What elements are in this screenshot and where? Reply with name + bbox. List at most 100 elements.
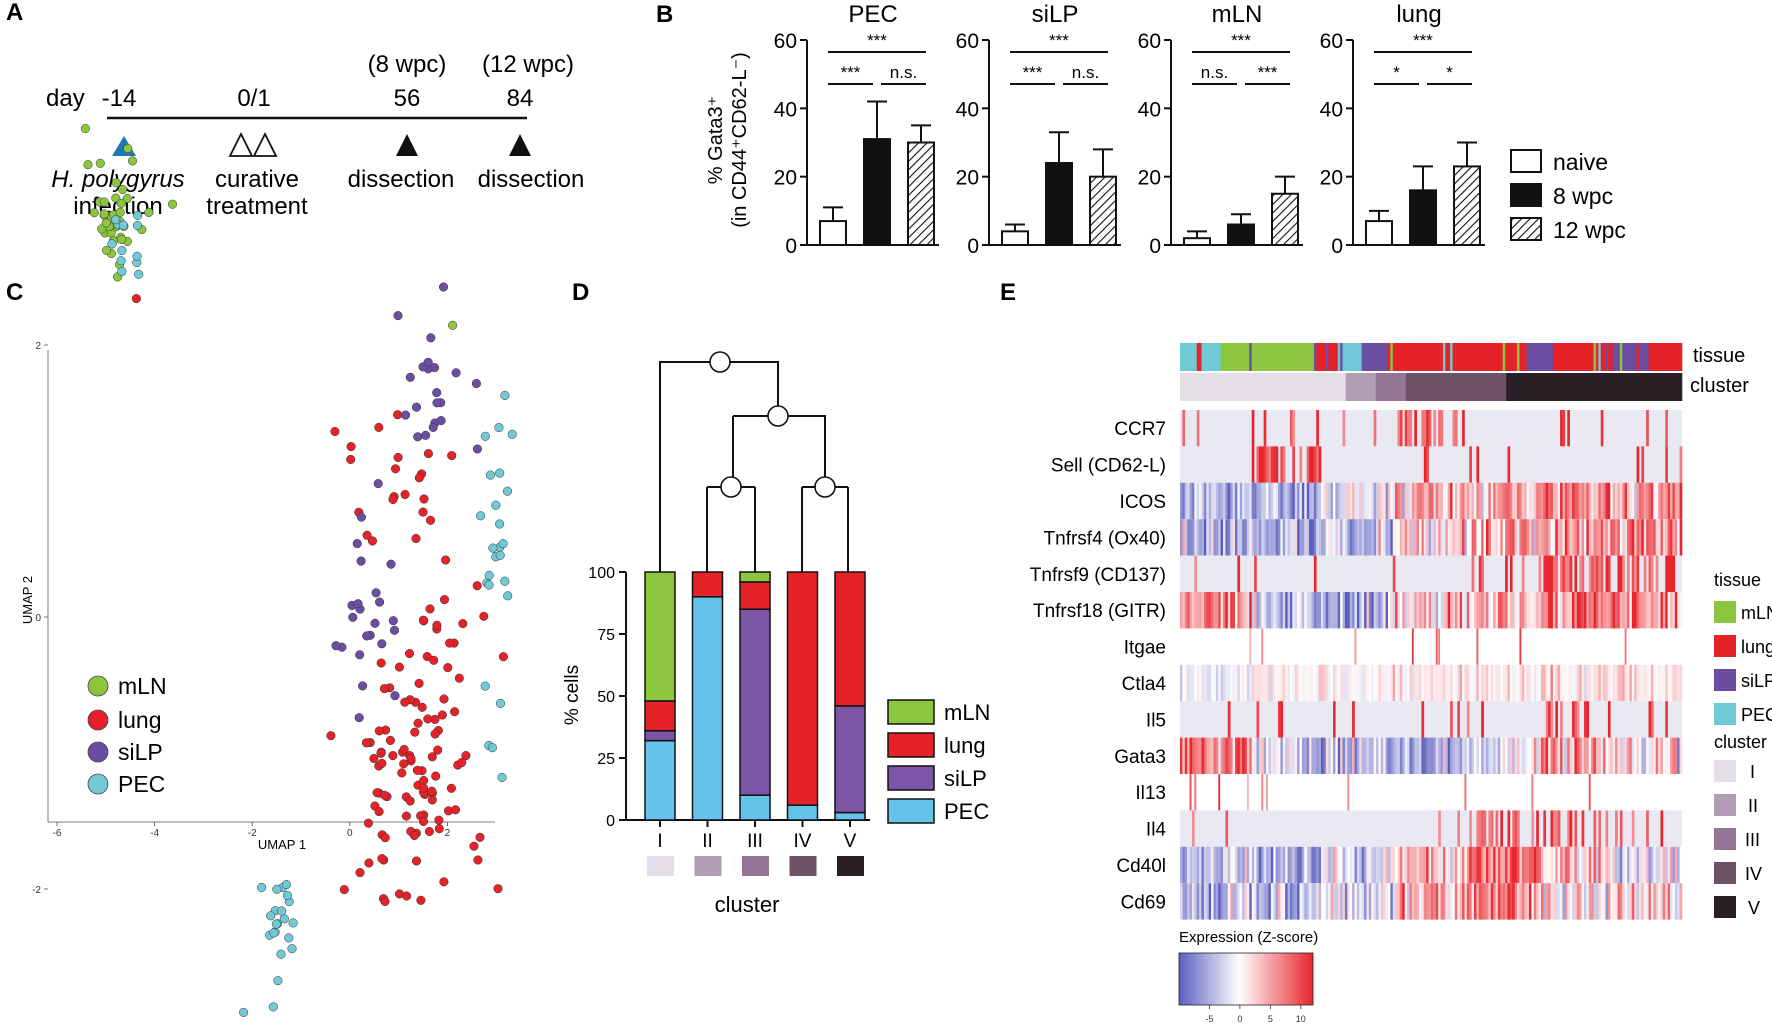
tissue-annotation-cell bbox=[1653, 343, 1656, 371]
umap-point-pec bbox=[257, 882, 267, 892]
heatmap-cell bbox=[1583, 701, 1587, 738]
heatmap-cell bbox=[1182, 482, 1186, 520]
heatmap-cell bbox=[1648, 737, 1652, 774]
umap-point-pec bbox=[281, 880, 291, 890]
heatmap-cell bbox=[1263, 519, 1267, 556]
heatmap-cell bbox=[1605, 846, 1609, 884]
heatmap-cell bbox=[1646, 592, 1649, 629]
heatmap-cell bbox=[1464, 737, 1468, 774]
heatmap-cell bbox=[1574, 737, 1578, 774]
umap-point-pec bbox=[491, 500, 501, 510]
heatmap-cell bbox=[1309, 446, 1312, 483]
y-tick-label: 0 bbox=[1331, 235, 1343, 258]
heatmap-cell bbox=[1208, 664, 1212, 702]
heatmap-cell bbox=[1234, 664, 1238, 702]
tissue-annotation-cell bbox=[1416, 343, 1420, 371]
heatmap-cell bbox=[1519, 592, 1523, 629]
tissue-annotation-cell bbox=[1531, 343, 1535, 371]
umap-point-lung bbox=[431, 771, 441, 781]
heatmap-cell bbox=[1595, 519, 1599, 556]
heatmap-cell bbox=[1598, 519, 1602, 556]
heatmap-cell bbox=[1583, 883, 1587, 920]
umap-point-silp bbox=[362, 631, 372, 641]
heatmap-cell bbox=[1230, 482, 1233, 520]
heatmap-cell bbox=[1191, 810, 1195, 847]
heatmap-cell bbox=[1330, 592, 1334, 629]
umap-point-lung bbox=[410, 727, 420, 737]
tissue-annotation-cell bbox=[1442, 343, 1446, 371]
tissue-annotation-cell bbox=[1256, 343, 1260, 371]
heatmap-cell bbox=[1349, 883, 1353, 920]
umap-point-lung bbox=[433, 745, 443, 755]
panel-letter-a: A bbox=[6, 0, 23, 26]
legend-mln-label: mLN bbox=[944, 700, 990, 725]
umap-point-lung bbox=[380, 833, 390, 843]
heatmap-cell bbox=[1182, 592, 1186, 629]
heatmap-cell bbox=[1564, 592, 1568, 629]
heatmap-cell bbox=[1184, 482, 1188, 520]
heatmap-cell bbox=[1591, 664, 1594, 702]
heatmap-cell bbox=[1605, 664, 1609, 702]
heatmap-cell bbox=[1483, 592, 1487, 629]
significance-label: *** bbox=[1413, 31, 1433, 50]
y-tick-label: 0 bbox=[35, 613, 41, 624]
heatmap-cell bbox=[1421, 664, 1425, 702]
umap-point-lung bbox=[454, 673, 464, 683]
heatmap-cell bbox=[1655, 737, 1659, 774]
heatmap-cell bbox=[1438, 810, 1441, 847]
heatmap-cell bbox=[1442, 592, 1446, 629]
tissue-annotation-cell bbox=[1232, 343, 1236, 371]
heatmap-cell bbox=[1266, 519, 1269, 556]
tissue-annotation-cell bbox=[1495, 343, 1499, 371]
heatmap-cell bbox=[1493, 664, 1496, 702]
heatmap-cell bbox=[1218, 737, 1221, 774]
legend-lung-label: lung bbox=[118, 707, 161, 733]
heatmap-cell bbox=[1548, 737, 1551, 774]
heatmap-cell bbox=[1562, 592, 1566, 629]
heatmap-cell bbox=[1292, 846, 1296, 884]
heatmap-cell bbox=[1548, 846, 1551, 884]
heatmap-cell bbox=[1270, 592, 1274, 629]
heatmap-cell bbox=[1397, 519, 1401, 556]
legend-pec-swatch bbox=[887, 798, 935, 824]
legend-lung-label: lung bbox=[1741, 637, 1772, 657]
heatmap-cell bbox=[1447, 592, 1451, 629]
heatmap-cell bbox=[1199, 482, 1202, 520]
heatmap-cell bbox=[1368, 664, 1372, 702]
tissue-annotation-cell bbox=[1419, 343, 1422, 371]
heatmap-cell bbox=[1335, 846, 1339, 884]
x-tick-label: II bbox=[702, 831, 713, 852]
heatmap-cell bbox=[1354, 482, 1358, 520]
heatmap-cell bbox=[1359, 592, 1362, 629]
heatmap-cell bbox=[1421, 592, 1425, 629]
x-tick-label: V bbox=[844, 831, 857, 852]
heatmap-cell bbox=[1478, 883, 1482, 920]
heatmap-cell bbox=[1536, 519, 1539, 556]
legend-silp-label: siLP bbox=[118, 739, 163, 765]
heatmap-cell bbox=[1368, 482, 1372, 520]
heatmap-cell bbox=[1581, 846, 1585, 884]
tissue-annotation-cell bbox=[1263, 343, 1267, 371]
heatmap-cell bbox=[1180, 664, 1183, 702]
heatmap-cell bbox=[1249, 482, 1253, 520]
heatmap-cell bbox=[1481, 555, 1484, 592]
umap-point-lung bbox=[367, 536, 378, 546]
heatmap-cell bbox=[1182, 519, 1186, 556]
stacked-segment-mln bbox=[644, 571, 676, 702]
tissue-annotation-cell bbox=[1447, 343, 1451, 371]
tissue-annotation-cell bbox=[1519, 343, 1523, 371]
heatmap-cell bbox=[1452, 883, 1456, 920]
tissue-annotation-cell bbox=[1395, 343, 1398, 371]
umap-point-lung bbox=[376, 748, 386, 758]
heatmap-cell bbox=[1627, 519, 1630, 556]
colorbar bbox=[1178, 952, 1314, 1006]
umap-point-lung bbox=[355, 868, 365, 878]
tissue-annotation-cell bbox=[1227, 343, 1231, 371]
heatmap-cell bbox=[1509, 883, 1513, 920]
y-tick-label: 60 bbox=[1138, 30, 1161, 53]
heatmap-cell bbox=[1340, 846, 1343, 884]
heatmap-cell bbox=[1411, 664, 1415, 702]
heatmap-cell bbox=[1364, 737, 1367, 774]
x-tick-label: III bbox=[747, 831, 763, 852]
heatmap-cell bbox=[1600, 846, 1604, 884]
